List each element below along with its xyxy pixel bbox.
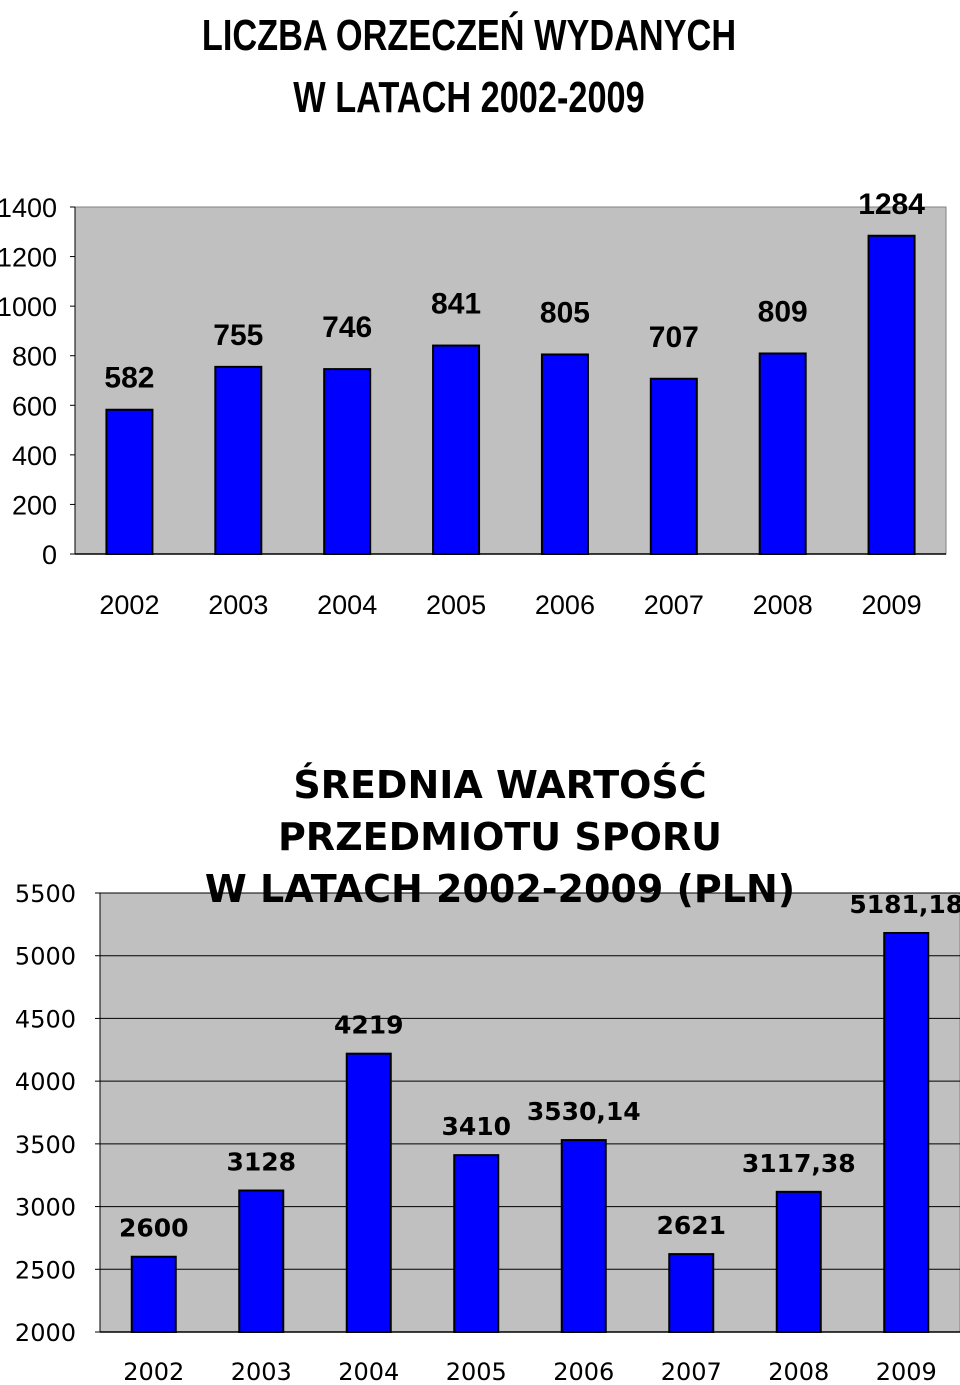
plot-background — [74, 206, 947, 555]
bar-2003 — [238, 1189, 285, 1334]
y-tick-label: 3000 — [15, 1194, 76, 1222]
data-label-2002: 582 — [104, 362, 154, 395]
bar-2005 — [453, 1154, 500, 1334]
chart-2-title-line-1: ŚREDNIA WARTOŚĆ — [293, 763, 706, 807]
bar-2007 — [649, 377, 698, 556]
bar-2006 — [560, 1139, 607, 1334]
bar-2003 — [214, 365, 263, 555]
y-tick-label: 5500 — [15, 880, 76, 908]
chart-2-title-line-2: PRZEDMIOTU SPORU — [278, 815, 722, 859]
y-tick-label: 400 — [12, 441, 57, 471]
x-tick-label-2009: 2009 — [862, 590, 922, 620]
data-label-2003: 755 — [213, 319, 263, 352]
bar-2004 — [323, 368, 372, 555]
y-tick-label: 4500 — [15, 1005, 76, 1033]
chart-1-title-line-2: W LATACH 2002-2009 — [293, 73, 644, 122]
y-tick-label: 800 — [12, 342, 57, 372]
bar-2006 — [540, 353, 589, 555]
bar-2007 — [668, 1253, 715, 1334]
y-tick-label: 5000 — [15, 943, 76, 971]
data-label-2008: 3117,38 — [742, 1149, 856, 1178]
x-tick-label-2002: 2002 — [99, 590, 159, 620]
data-label-2003: 3128 — [226, 1148, 296, 1177]
chart-2-title-line-3: W LATACH 2002-2009 (PLN) — [205, 867, 795, 911]
x-tick-label-2003: 2003 — [208, 590, 268, 620]
bar-2005 — [432, 344, 481, 556]
x-tick-label-2009: 2009 — [876, 1358, 937, 1385]
chart-1: LICZBA ORZECZEŃ WYDANYCH W LATACH 2002-2… — [0, 11, 947, 620]
data-label-2004: 4219 — [334, 1011, 404, 1040]
x-tick-label-2005: 2005 — [426, 590, 486, 620]
data-label-2007: 707 — [649, 321, 699, 354]
x-tick-label-2006: 2006 — [535, 590, 595, 620]
x-tick-label-2004: 2004 — [317, 590, 377, 620]
y-tick-label: 2000 — [15, 1319, 76, 1347]
bar-2009 — [883, 931, 930, 1333]
y-tick-label: 1000 — [0, 292, 57, 322]
x-tick-label-2008: 2008 — [768, 1358, 829, 1385]
x-tick-label-2003: 2003 — [231, 1358, 292, 1385]
x-tick-label-2004: 2004 — [338, 1358, 399, 1385]
data-label-2005: 3410 — [441, 1112, 511, 1141]
data-label-2005: 841 — [431, 288, 481, 321]
data-label-2006: 805 — [540, 296, 590, 329]
data-label-2006: 3530,14 — [527, 1097, 641, 1126]
data-label-2007: 2621 — [656, 1211, 726, 1240]
bar-2009 — [867, 234, 916, 555]
y-tick-label: 4000 — [15, 1068, 76, 1096]
bar-2008 — [758, 352, 807, 556]
y-tick-label: 200 — [12, 490, 57, 520]
data-label-2009: 5181,18 — [849, 890, 960, 919]
x-tick-label-2006: 2006 — [553, 1358, 614, 1385]
x-tick-label-2005: 2005 — [446, 1358, 507, 1385]
chart-1-title-line-1: LICZBA ORZECZEŃ WYDANYCH — [202, 11, 736, 60]
x-tick-label-2007: 2007 — [661, 1358, 722, 1385]
bar-2002 — [105, 408, 154, 555]
chart-1-plot-area: 0 200 400 600 800 1000 1200 1400 582 2002 755 2003 7… — [0, 188, 947, 620]
y-tick-label: 0 — [42, 540, 57, 570]
bar-2002 — [130, 1255, 177, 1333]
x-tick-label-2007: 2007 — [644, 590, 704, 620]
y-tick-label: 600 — [12, 391, 57, 421]
data-label-2004: 746 — [322, 311, 372, 344]
y-tick-label: 1200 — [0, 243, 57, 273]
bar-2008 — [775, 1190, 822, 1334]
y-tick-label: 2500 — [15, 1256, 76, 1284]
chart-2: 2000 2500 3000 3500 4000 4500 5000 5500 2600 2002… — [15, 763, 960, 1385]
x-tick-label-2002: 2002 — [123, 1358, 184, 1385]
y-tick-label: 1400 — [0, 193, 57, 223]
data-label-2009: 1284 — [858, 188, 925, 221]
bar-2004 — [345, 1052, 392, 1333]
data-label-2002: 2600 — [119, 1214, 189, 1243]
y-tick-label: 3500 — [15, 1131, 76, 1159]
x-tick-label-2008: 2008 — [753, 590, 813, 620]
chart-2-plot-area: 2000 2500 3000 3500 4000 4500 5000 5500 2600 2002… — [15, 880, 960, 1385]
data-label-2008: 809 — [758, 295, 808, 328]
